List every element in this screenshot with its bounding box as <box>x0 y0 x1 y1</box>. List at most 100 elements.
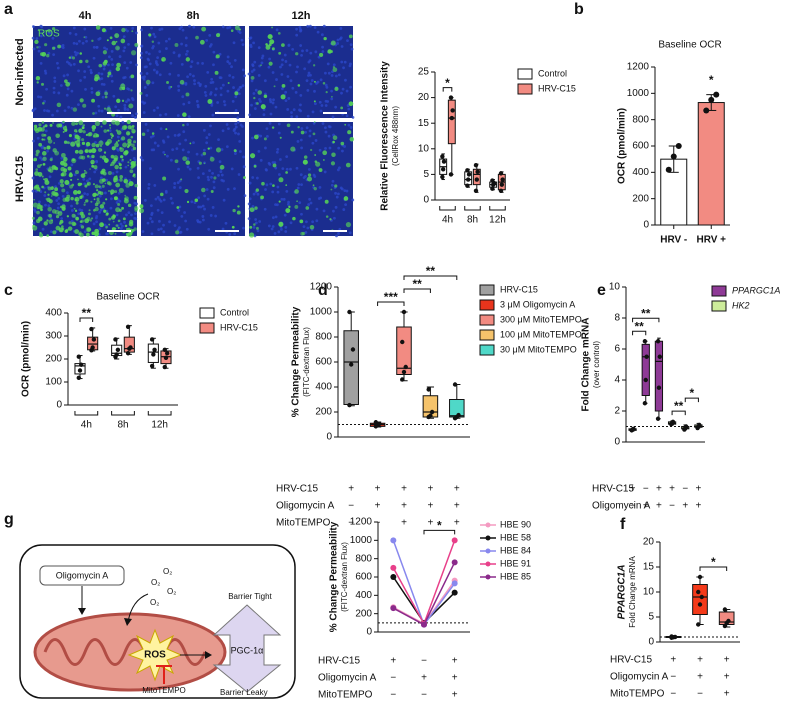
nucleus <box>237 173 241 176</box>
ros-signal <box>133 227 137 231</box>
nucleus <box>173 224 177 227</box>
nucleus <box>178 27 182 31</box>
nucleus <box>152 32 156 36</box>
y-tick-label: 0 <box>326 432 332 443</box>
ros-signal <box>185 160 190 165</box>
nucleus <box>232 86 235 89</box>
nucleus <box>188 167 192 171</box>
ros-signal <box>94 231 99 237</box>
legend-swatch <box>479 299 495 311</box>
nucleus <box>350 47 354 51</box>
series-marker <box>390 574 397 580</box>
ros-signal <box>277 32 281 35</box>
data-point <box>90 345 95 350</box>
nucleus <box>48 175 52 179</box>
ros-signal <box>294 189 299 194</box>
ros-signal <box>88 212 91 216</box>
legend-swatch <box>485 574 491 580</box>
nucleus <box>271 225 275 228</box>
nucleus <box>330 183 334 187</box>
nucleus <box>328 146 332 150</box>
nucleus <box>119 222 123 226</box>
ros-signal <box>38 142 43 147</box>
ros-signal <box>70 196 74 201</box>
ros-signal <box>92 112 95 115</box>
ros-signal <box>46 234 50 237</box>
ros-signal <box>74 170 79 175</box>
ros-signal <box>108 124 112 127</box>
nucleus <box>334 191 337 195</box>
nucleus <box>337 232 340 235</box>
ros-signal <box>41 151 47 156</box>
nucleus <box>152 44 155 48</box>
ros-signal <box>113 157 118 162</box>
condition-sign: + <box>454 518 460 529</box>
nucleus <box>344 78 347 82</box>
ros-signal <box>76 143 80 147</box>
ros-signal <box>306 176 313 182</box>
significance-bracket <box>423 529 456 535</box>
nucleus <box>86 179 89 183</box>
nucleus <box>202 148 206 152</box>
nucleus <box>89 71 93 75</box>
nucleus <box>265 127 269 131</box>
condition-label: MitoTEMPO <box>318 690 373 701</box>
panel-letter: b <box>574 1 584 18</box>
nucleus <box>214 214 218 218</box>
nucleus <box>173 182 177 185</box>
data-point <box>448 172 454 177</box>
nucleus <box>284 225 288 229</box>
nucleus <box>205 141 209 145</box>
ros-signal <box>37 216 43 222</box>
nucleus <box>139 56 143 60</box>
nucleus <box>177 54 181 58</box>
ros-signal <box>300 231 305 236</box>
nucleus <box>268 57 272 61</box>
nucleus <box>252 92 256 95</box>
data-point <box>162 347 167 352</box>
nucleus <box>263 207 267 211</box>
oxygen-label: O₂ <box>150 598 159 607</box>
ros-signal <box>71 213 76 218</box>
y-tick-label: 800 <box>632 114 649 125</box>
nucleus <box>326 100 330 103</box>
nucleus <box>217 138 220 142</box>
nucleus <box>226 187 230 191</box>
nucleus <box>197 196 201 200</box>
legend-swatch <box>479 314 495 326</box>
ros-signal <box>74 140 77 143</box>
ros-signal <box>249 225 253 229</box>
ros-signal <box>231 225 235 229</box>
nucleus <box>318 148 322 152</box>
condition-label: Oligomycin A <box>592 501 651 512</box>
y-tick-label: 600 <box>355 572 372 583</box>
nucleus <box>183 211 187 214</box>
ros-signal <box>41 185 44 189</box>
nucleus <box>131 26 135 30</box>
column-label: 4h <box>79 10 92 22</box>
nucleus <box>192 25 196 29</box>
ros-signal <box>107 75 110 78</box>
data-point <box>401 369 407 375</box>
nucleus <box>115 201 119 204</box>
ros-signal <box>182 123 185 127</box>
nucleus <box>203 194 207 198</box>
nucleus <box>52 86 56 90</box>
condition-sign: + <box>452 690 458 701</box>
ros-signal <box>81 141 86 146</box>
ros-signal <box>234 25 240 31</box>
data-point <box>697 422 702 428</box>
series-marker <box>451 537 458 544</box>
ros-signal <box>90 217 94 220</box>
nucleus <box>327 134 331 138</box>
nucleus <box>202 128 206 132</box>
ros-signal <box>184 188 189 194</box>
data-point <box>452 382 458 387</box>
nucleus <box>321 45 324 49</box>
nucleus <box>70 89 74 93</box>
data-point <box>400 339 405 345</box>
nucleus <box>248 36 252 40</box>
scale-bar <box>215 230 239 232</box>
ros-signal <box>83 203 86 206</box>
ros-signal <box>122 217 126 221</box>
